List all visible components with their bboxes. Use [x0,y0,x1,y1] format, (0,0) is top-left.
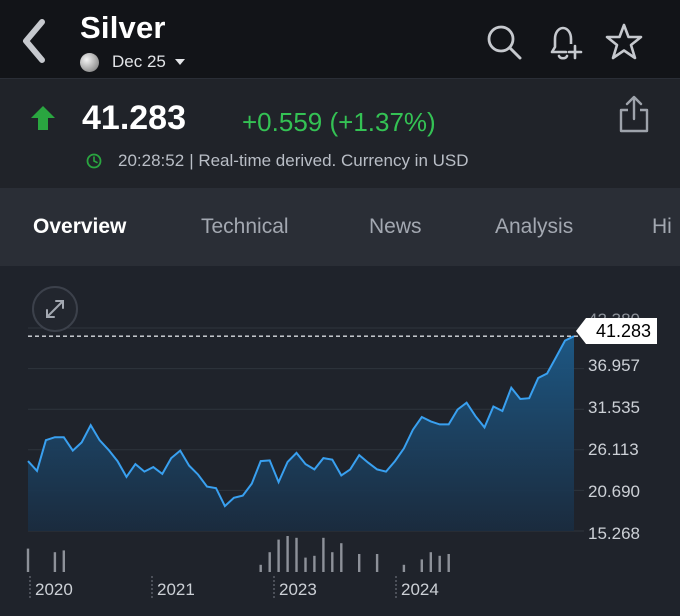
back-chevron-icon [23,19,45,63]
x-tick-label: 2020 [35,580,73,599]
volume-bars [26,536,450,572]
volume-bar [438,555,441,572]
volume-bar [313,555,316,572]
y-tick-label: 15.268 [588,524,640,543]
instrument-title: Silver [80,10,166,45]
y-tick-label: 31.535 [588,398,640,417]
y-tick-label: 36.957 [588,356,640,375]
volume-bar [420,559,423,572]
quote-note: | Real-time derived. Currency in USD [189,151,469,170]
search-icon [487,25,522,60]
current-price-tag: 41.283 [575,318,658,344]
tab-technical[interactable]: Technical [201,215,289,238]
tab-overview[interactable]: Overview [33,215,127,238]
volume-bar [286,536,289,572]
volume-bar [402,564,406,572]
volume-bar [295,537,298,572]
y-tick-label: 20.690 [588,482,640,501]
clock-icon [86,153,102,169]
silver-coin-icon [80,52,99,72]
x-tick-label: 2021 [157,580,195,599]
add-alert-button[interactable] [544,22,584,62]
section-tabs: Overview Technical News Analysis Hi [0,188,680,266]
volume-bar [259,564,262,572]
tab-analysis[interactable]: Analysis [495,215,574,238]
volume-bar [26,548,30,572]
volume-bar [62,550,65,572]
last-price: 41.283 [82,99,186,137]
x-axis-separators [29,576,397,598]
contract-label: Dec 25 [112,52,166,71]
expand-icon [46,300,64,318]
quote-panel: 41.283 +0.559 (+1.37%) 20:28:52 | Real-t… [0,78,680,188]
share-icon [619,95,649,133]
quote-status-row: 20:28:52 | Real-time derived. Currency i… [86,151,469,171]
star-icon [605,23,643,60]
volume-bar [375,554,379,572]
price-area-fill [28,336,574,531]
volume-bar [331,552,334,572]
x-tick-label: 2024 [401,580,439,599]
x-tick-label: 2023 [279,580,317,599]
bell-plus-icon [550,26,583,60]
tab-news[interactable]: News [369,215,422,238]
tab-historical[interactable]: Hi [652,215,672,238]
watchlist-button[interactable] [604,22,644,62]
y-tick-label: 26.113 [588,440,639,459]
caret-down-icon [174,59,185,65]
volume-bar [340,543,343,572]
volume-bar [53,552,57,572]
quote-time: 20:28:52 [118,151,185,170]
price-change: +0.559 (+1.37%) [242,107,436,137]
top-bar: Silver Dec 25 [0,0,680,78]
price-line [27,335,575,508]
volume-bar [322,537,325,572]
volume-bar [429,552,432,572]
volume-bar [268,552,271,572]
share-button[interactable] [616,95,652,135]
volume-bar [304,557,307,572]
volume-bar [277,539,280,572]
back-button[interactable] [14,18,54,64]
contract-selector[interactable]: Dec 25 [80,50,185,74]
volume-bar [447,554,450,572]
search-button[interactable] [484,22,524,62]
active-tab-pointer [74,258,90,266]
expand-chart-button[interactable] [32,286,78,332]
up-arrow-icon [31,106,55,130]
volume-bar [358,554,361,572]
